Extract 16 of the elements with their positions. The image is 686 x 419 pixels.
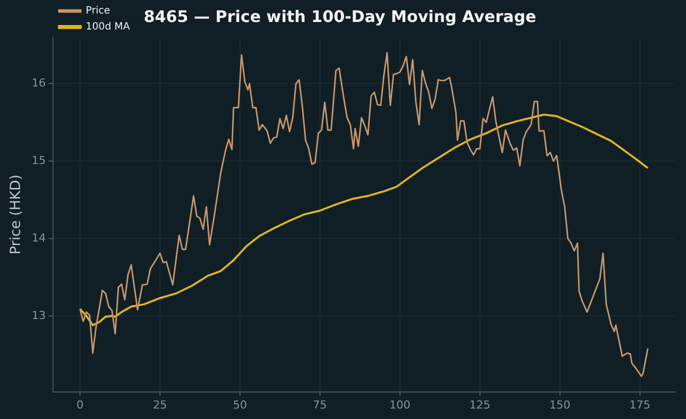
x-tick-label: 150 — [549, 398, 570, 412]
y-tick-label: 14 — [32, 231, 46, 244]
x-tick-label: 75 — [312, 398, 327, 412]
legend-label: 100d MA — [86, 22, 130, 33]
x-tick-label: 100 — [389, 398, 410, 412]
y-axis-title: Price (HKD) — [8, 174, 24, 255]
legend-label: Price — [86, 6, 110, 17]
y-tick-label: 13 — [32, 308, 46, 322]
x-tick-label: 25 — [152, 398, 167, 412]
y-tick-label: 16 — [32, 76, 46, 90]
x-tick-label: 50 — [232, 398, 247, 412]
x-tick-label: 175 — [629, 398, 650, 412]
x-tick-label: 0 — [76, 398, 84, 412]
y-tick-label: 15 — [32, 154, 46, 167]
chart-title: 8465 — Price with 100-Day Moving Average — [144, 6, 536, 26]
x-tick-label: 125 — [469, 398, 490, 412]
